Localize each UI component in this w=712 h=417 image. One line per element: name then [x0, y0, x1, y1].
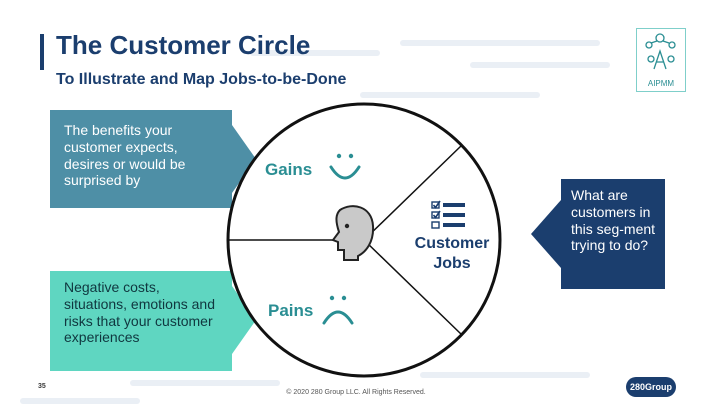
jobs-label-line2: Jobs	[433, 255, 471, 272]
segment-divider	[363, 144, 463, 241]
frown-icon	[322, 295, 354, 325]
jobs-arrow	[531, 200, 561, 268]
pains-label: Pains	[268, 301, 314, 320]
copyright-text: © 2020 280 Group LLC. All Rights Reserve…	[286, 389, 426, 396]
page-number: 35	[38, 383, 46, 390]
network-icon	[645, 33, 676, 70]
slide-title: The Customer Circle	[56, 30, 311, 60]
background-stroke	[400, 40, 600, 46]
background-stroke	[360, 92, 540, 98]
face-icon	[331, 205, 375, 261]
slide-subtitle: To Illustrate and Map Jobs-to-be-Done	[56, 71, 347, 88]
jobs-callout: What are customers in this seg-ment tryi…	[561, 179, 665, 289]
customer-jobs-label: Customer Jobs	[400, 234, 504, 274]
segment-divider	[363, 239, 463, 336]
gains-label: Gains	[265, 160, 313, 179]
logo-text: AIPMM	[647, 79, 675, 88]
jobs-label-line1: Customer	[414, 235, 490, 252]
background-stroke	[250, 50, 380, 56]
gains-callout: The benefits your customer expects, desi…	[50, 110, 232, 208]
background-stroke	[470, 62, 610, 68]
brand-logo: 280Group	[626, 377, 676, 397]
aipmm-logo: AIPMM	[636, 28, 686, 92]
smile-icon	[329, 153, 361, 180]
background-stroke	[20, 398, 140, 404]
background-stroke	[420, 372, 590, 378]
pains-callout: Negative costs, situations, emotions and…	[50, 271, 232, 371]
background-stroke	[130, 380, 280, 386]
title-accent-bar	[40, 34, 44, 70]
checklist-icon	[431, 200, 465, 229]
